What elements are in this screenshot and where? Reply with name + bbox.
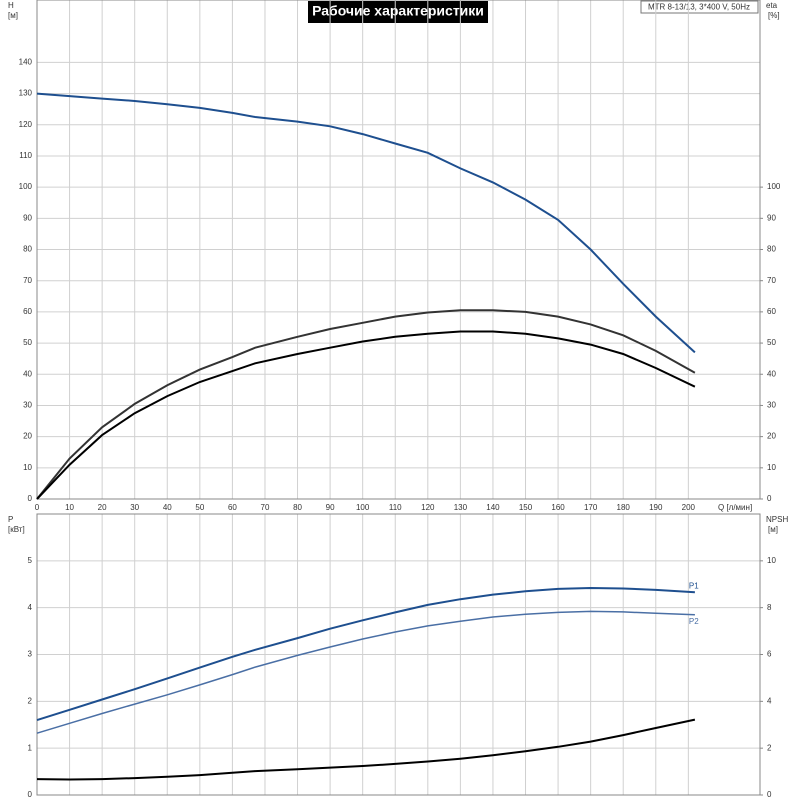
series-line	[36, 586, 695, 722]
y2-tick-label: 6	[767, 650, 772, 659]
y-axis-label: H	[8, 1, 14, 10]
y-tick-label: 30	[23, 401, 32, 410]
x-tick-label: 40	[163, 503, 172, 512]
y2-axis-unit: [м]	[768, 525, 778, 534]
series-line	[36, 718, 696, 781]
model-label: MTR 8-13/13, 3*400 V, 50Hz	[648, 3, 750, 12]
y2-tick-label: 90	[767, 213, 776, 222]
y2-tick-label: 40	[767, 369, 776, 378]
x-tick-label: 190	[649, 503, 663, 512]
y2-axis-label: NPSH	[766, 515, 788, 524]
y-tick-label: 4	[28, 603, 33, 612]
y-tick-label: 110	[19, 151, 32, 160]
title-box	[308, 1, 488, 23]
y2-tick-label: 30	[767, 401, 776, 410]
y2-tick-label: 4	[767, 696, 772, 705]
x-tick-label: 30	[130, 503, 139, 512]
x-tick-label: 130	[454, 503, 468, 512]
x-tick-label: 150	[519, 503, 533, 512]
y2-tick-label: 70	[767, 276, 776, 285]
y-axis-unit: [м]	[8, 11, 18, 20]
x-tick-label: 90	[326, 503, 335, 512]
model-box	[640, 0, 759, 14]
x-tick-label: 0	[35, 503, 40, 512]
y-tick-label: 3	[28, 650, 33, 659]
plot-frame	[36, 0, 761, 500]
y-axis-label: P	[8, 515, 13, 524]
y-tick-label: 140	[19, 57, 33, 66]
chart-title: Рабочие характеристики	[312, 3, 484, 19]
series-line	[36, 309, 696, 500]
x-tick-label: 80	[293, 503, 302, 512]
x-tick-label: 60	[228, 503, 237, 512]
y-tick-label: 5	[28, 556, 33, 565]
y-tick-label: 120	[19, 120, 33, 129]
y-tick-label: 0	[28, 494, 33, 503]
y2-tick-label: 0	[767, 790, 772, 799]
y-tick-label: 70	[23, 276, 32, 285]
y-tick-label: 2	[28, 696, 33, 705]
series-line	[36, 92, 696, 354]
y2-tick-label: 2	[767, 743, 772, 752]
x-tick-label: 100	[356, 503, 370, 512]
y2-tick-label: 10	[767, 463, 776, 472]
x-tick-label: 200	[682, 503, 696, 512]
y-tick-label: 0	[28, 790, 33, 799]
x-tick-label: 50	[195, 503, 204, 512]
x-tick-label: 110	[389, 503, 402, 512]
y-tick-label: 20	[23, 432, 32, 441]
series-line	[36, 330, 696, 500]
plot-frame	[36, 513, 761, 796]
y2-tick-label: 60	[767, 307, 776, 316]
y2-tick-label: 0	[767, 494, 772, 503]
y-tick-label: 60	[23, 307, 32, 316]
y-tick-label: 50	[23, 338, 32, 347]
y2-tick-label: 8	[767, 603, 772, 612]
y-axis-unit: [кВт]	[8, 525, 25, 534]
y2-tick-label: 100	[767, 182, 781, 191]
y2-tick-label: 10	[767, 556, 776, 565]
x-tick-label: 180	[617, 503, 631, 512]
y-tick-label: 130	[19, 89, 33, 98]
x-tick-label: 70	[261, 503, 270, 512]
y2-tick-label: 80	[767, 245, 776, 254]
x-tick-label: 140	[486, 503, 500, 512]
x-tick-label: 170	[584, 503, 598, 512]
y-tick-label: 1	[28, 743, 33, 752]
series-line	[36, 610, 695, 734]
x-tick-label: 160	[551, 503, 565, 512]
y2-tick-label: 50	[767, 338, 776, 347]
y-tick-label: 100	[19, 182, 33, 191]
y-tick-label: 40	[23, 369, 32, 378]
y-tick-label: 90	[23, 213, 32, 222]
y2-axis-unit: [%]	[768, 11, 780, 20]
x-tick-label: 120	[421, 503, 435, 512]
y-tick-label: 10	[23, 463, 32, 472]
x-tick-label: 20	[98, 503, 107, 512]
y2-axis-label: eta	[766, 1, 778, 10]
x-tick-label: 10	[65, 503, 74, 512]
series-label: P1	[689, 581, 699, 590]
y-tick-label: 80	[23, 245, 32, 254]
x-axis-label: Q [л/мин]	[718, 503, 752, 512]
series-label: P2	[689, 617, 699, 626]
y2-tick-label: 20	[767, 432, 776, 441]
